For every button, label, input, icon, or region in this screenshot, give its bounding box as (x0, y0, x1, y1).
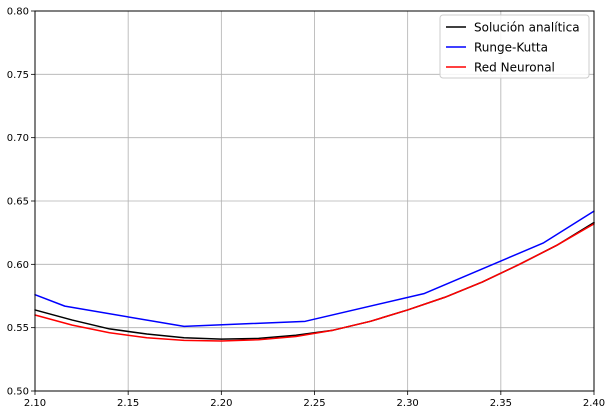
x-tick-label: 2.30 (397, 398, 419, 409)
legend-label: Red Neuronal (474, 61, 555, 75)
series-line-3 (34, 223, 595, 342)
legend-label: Solución analítica (474, 21, 580, 35)
y-tick-label: 0.70 (7, 133, 29, 144)
legend-label: Runge-Kutta (474, 41, 548, 55)
x-tick-label: 2.40 (583, 398, 605, 409)
series-lines (34, 210, 595, 342)
x-tick-label: 2.10 (24, 398, 46, 409)
y-tick-label: 0.80 (7, 7, 29, 18)
y-tick-label: 0.50 (7, 387, 29, 398)
y-tick-label: 0.55 (7, 323, 29, 334)
x-tick-label: 2.15 (117, 398, 139, 409)
legend: Solución analítica Runge-Kutta Red Neurona… (439, 14, 590, 79)
axis-ticks: 2.10 2.15 2.20 2.25 2.30 2.35 2.40 0.50 0.55 0.60… (7, 7, 605, 410)
legend-box (439, 14, 590, 79)
y-tick-label: 0.65 (7, 197, 29, 208)
x-tick-label: 2.35 (490, 398, 512, 409)
x-tick-label: 2.20 (210, 398, 232, 409)
x-tick-label: 2.25 (303, 398, 325, 409)
series-line-2 (34, 210, 595, 328)
y-tick-label: 0.75 (7, 70, 29, 81)
y-tick-label: 0.60 (7, 260, 29, 271)
